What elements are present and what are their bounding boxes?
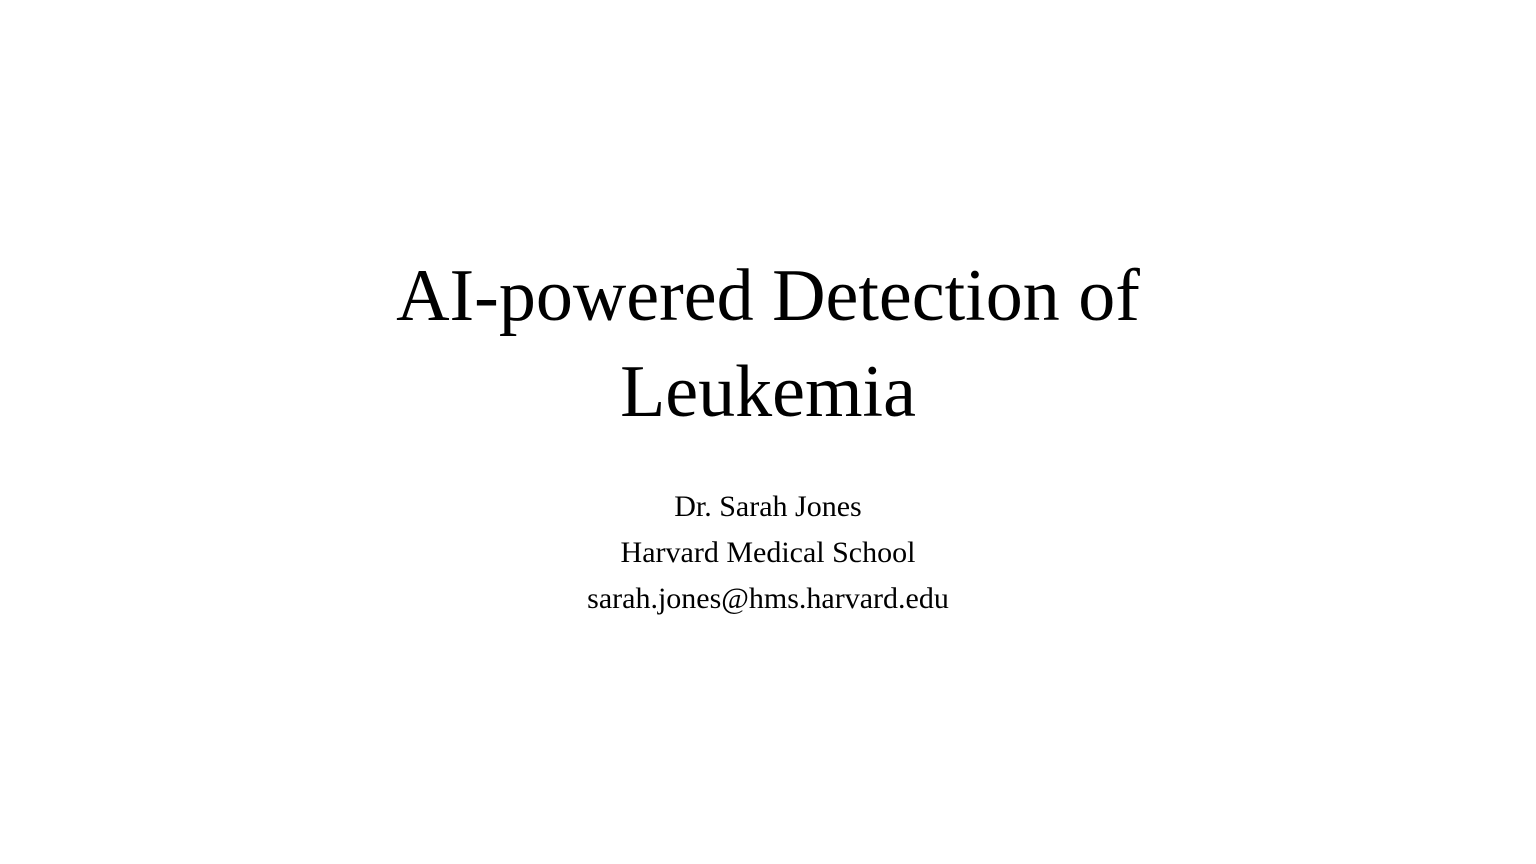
slide-title-line-1: AI-powered Detection of bbox=[396, 255, 1140, 337]
author-email: sarah.jones@hms.harvard.edu bbox=[587, 582, 949, 615]
institution-name: Harvard Medical School bbox=[620, 536, 916, 569]
slide-title-line-2: Leukemia bbox=[620, 351, 916, 433]
slide-subtitle: Dr. Sarah Jones Harvard Medical School s… bbox=[0, 484, 1536, 622]
slide-title: AI-powered Detection of Leukemia bbox=[0, 248, 1536, 440]
author-name: Dr. Sarah Jones bbox=[674, 490, 862, 523]
